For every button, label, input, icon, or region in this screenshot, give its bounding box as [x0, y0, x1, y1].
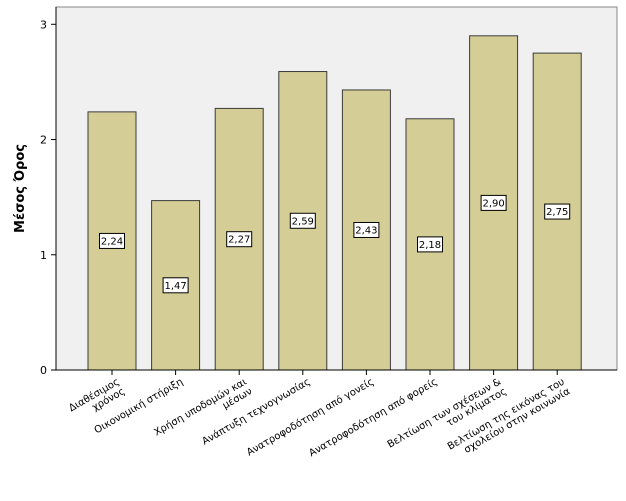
- category-label: Ανατροφοδότηση από γονείς: [244, 376, 375, 459]
- y-tick-label: 1: [40, 249, 47, 262]
- plot-area: [55, 6, 618, 371]
- data-label: 2,24: [101, 236, 123, 247]
- category-label-line: Ανάπτυξη τεχνογνωσίας: [200, 376, 312, 448]
- data-label-box: [289, 212, 316, 229]
- category-label-line: Ανατροφοδότηση από φορείς: [307, 376, 440, 460]
- category-label-line: Ανατροφοδότηση από γονείς: [244, 376, 375, 459]
- category-label: Ανάπτυξη τεχνογνωσίας: [200, 376, 312, 448]
- data-label: 2,43: [355, 225, 377, 236]
- data-label: 2,18: [419, 240, 441, 251]
- data-label-box: [417, 236, 443, 253]
- data-label-box: [480, 194, 507, 211]
- data-label: 2,27: [228, 235, 250, 246]
- y-tick-label: 0: [40, 364, 47, 377]
- data-label: 2,75: [546, 207, 568, 218]
- axes-group: 0 1 2 3: [40, 7, 617, 377]
- category-label: Ανατροφοδότηση από φορείς: [307, 376, 440, 460]
- data-label-box: [226, 231, 253, 248]
- bars-group: [87, 35, 582, 371]
- data-label: 2,90: [482, 198, 504, 209]
- y-axis-title: Μέσος Όρος: [13, 144, 28, 233]
- data-label-box: [353, 221, 380, 238]
- data-label-box: [99, 232, 125, 249]
- y-tick-label: 2: [40, 134, 47, 147]
- data-label: 2,59: [292, 216, 314, 227]
- data-label: 1,47: [164, 281, 186, 292]
- y-tick-label: 3: [40, 18, 47, 31]
- bar: [469, 35, 519, 371]
- data-label-box: [544, 203, 571, 220]
- data-label-box: [162, 277, 189, 294]
